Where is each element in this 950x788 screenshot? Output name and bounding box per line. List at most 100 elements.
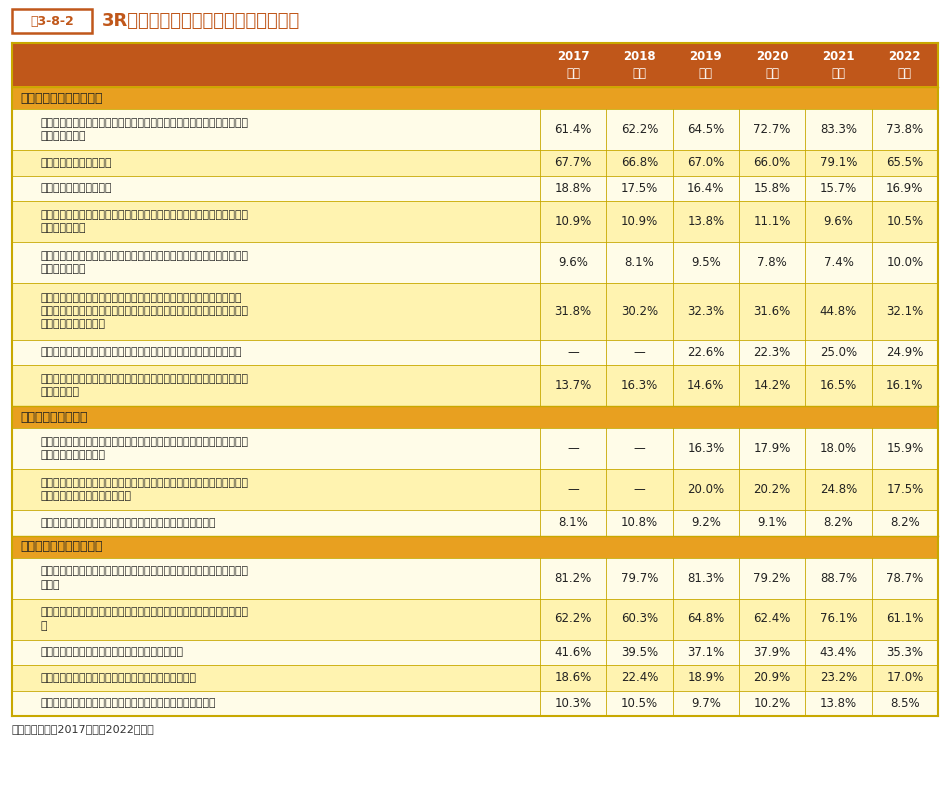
Text: 9.1%: 9.1%	[757, 516, 788, 530]
Text: 再生利用（リサイクル）: 再生利用（リサイクル）	[20, 540, 103, 553]
Text: —: —	[634, 346, 645, 359]
Text: 20.0%: 20.0%	[687, 483, 725, 496]
Text: 31.6%: 31.6%	[753, 305, 790, 318]
Text: 67.7%: 67.7%	[555, 156, 592, 169]
Text: 16.3%: 16.3%	[621, 379, 658, 392]
Bar	[12, 150, 938, 176]
Text: 簡易包装に取り組んでいたり、使い捨て食器類（割り箸等）を使用して
いない店を選ぶ: 簡易包装に取り組んでいたり、使い捨て食器類（割り箸等）を使用して いない店を選ぶ	[40, 251, 248, 274]
Text: 22.6%: 22.6%	[687, 346, 725, 359]
Text: 10.2%: 10.2%	[753, 697, 790, 710]
Text: 16.3%: 16.3%	[687, 442, 725, 455]
Text: 2021
年度: 2021 年度	[823, 50, 855, 80]
Text: 不用品を捨てるのではなく、中古品を扱う店やバザーやフリーマーケッ
トなどを活用して手放している: 不用品を捨てるのではなく、中古品を扱う店やバザーやフリーマーケッ トなどを活用し…	[40, 478, 248, 501]
Text: 10.9%: 10.9%	[555, 215, 592, 228]
Text: 60.3%: 60.3%	[621, 612, 658, 626]
Text: 24.8%: 24.8%	[820, 483, 857, 496]
Text: 64.8%: 64.8%	[687, 612, 725, 626]
Text: リサイクルしやすいように、資源ごみとして回収される瓶等は洗ってい
る: リサイクルしやすいように、資源ごみとして回収される瓶等は洗ってい る	[40, 608, 248, 630]
Text: 25.0%: 25.0%	[820, 346, 857, 359]
Text: —: —	[634, 483, 645, 496]
FancyBboxPatch shape	[12, 9, 92, 33]
Text: 資料：環境省（2017年度〜2022年度）: 資料：環境省（2017年度〜2022年度）	[12, 724, 155, 734]
Bar	[12, 176, 938, 201]
Text: 10.8%: 10.8%	[621, 516, 658, 530]
Text: 7.8%: 7.8%	[757, 256, 787, 269]
Text: 79.7%: 79.7%	[620, 571, 658, 585]
Text: 37.1%: 37.1%	[687, 645, 725, 659]
Text: 10.0%: 10.0%	[886, 256, 923, 269]
Text: 使い捨て製品を買わない: 使い捨て製品を買わない	[40, 184, 111, 193]
Text: 62.2%: 62.2%	[620, 123, 658, 136]
Text: 81.2%: 81.2%	[555, 571, 592, 585]
Text: 買い過ぎ、作り過ぎをせず、生ごみを少なくするなどの料理法（エコ
クッキング）の実践や消費期限切れ等の食品を出さないなど、食品を捨
てないようにしている: 買い過ぎ、作り過ぎをせず、生ごみを少なくするなどの料理法（エコ クッキング）の実…	[40, 293, 248, 329]
Bar	[12, 536, 938, 557]
Text: トレイや牛乳パック等の店頭回収に協力している: トレイや牛乳パック等の店頭回収に協力している	[40, 647, 183, 657]
Bar	[12, 43, 938, 87]
Text: 18.6%: 18.6%	[555, 671, 592, 684]
Text: 18.0%: 18.0%	[820, 442, 857, 455]
Text: 30.2%: 30.2%	[621, 305, 658, 318]
Text: 65.5%: 65.5%	[886, 156, 923, 169]
Text: 72.7%: 72.7%	[753, 123, 790, 136]
Text: —: —	[567, 483, 580, 496]
Text: 17.0%: 17.0%	[886, 671, 923, 684]
Text: 発生抑制（リデュース）: 発生抑制（リデュース）	[20, 91, 103, 105]
Text: 20.9%: 20.9%	[753, 671, 790, 684]
Text: 62.4%: 62.4%	[753, 612, 790, 626]
Text: 8.5%: 8.5%	[890, 697, 920, 710]
Bar	[12, 242, 938, 283]
Text: 7.4%: 7.4%	[824, 256, 853, 269]
Text: 13.8%: 13.8%	[820, 697, 857, 710]
Text: —: —	[567, 346, 580, 359]
Bar	[12, 87, 938, 109]
Bar	[12, 469, 938, 510]
Text: 8.1%: 8.1%	[625, 256, 655, 269]
Text: 14.6%: 14.6%	[687, 379, 725, 392]
Text: 無駄な製品をできるだけ買わないよう、レンタル・リースの製品を使う
ようにしている: 無駄な製品をできるだけ買わないよう、レンタル・リースの製品を使う ようにしている	[40, 210, 248, 233]
Text: 64.5%: 64.5%	[687, 123, 725, 136]
Text: 23.2%: 23.2%	[820, 671, 857, 684]
Bar	[12, 428, 938, 469]
Text: 73.8%: 73.8%	[886, 123, 923, 136]
Text: 44.8%: 44.8%	[820, 305, 857, 318]
Text: 67.0%: 67.0%	[687, 156, 725, 169]
Text: 17.9%: 17.9%	[753, 442, 790, 455]
Text: 2017
年度: 2017 年度	[557, 50, 589, 80]
Text: 2018
年度: 2018 年度	[623, 50, 656, 80]
Text: 13.8%: 13.8%	[687, 215, 725, 228]
Text: 携帯電話等の小型電子機器の店頭回収に協力している: 携帯電話等の小型電子機器の店頭回収に協力している	[40, 673, 196, 682]
Text: 16.4%: 16.4%	[687, 182, 725, 195]
Text: —: —	[567, 442, 580, 455]
Bar	[12, 640, 938, 665]
Text: 20.2%: 20.2%	[753, 483, 790, 496]
Text: 62.2%: 62.2%	[555, 612, 592, 626]
Text: 表3-8-2: 表3-8-2	[30, 14, 74, 28]
Text: 32.3%: 32.3%	[687, 305, 725, 318]
Text: 37.9%: 37.9%	[753, 645, 790, 659]
Text: 2022
年度: 2022 年度	[888, 50, 921, 80]
Bar	[12, 340, 938, 365]
Text: 32.1%: 32.1%	[886, 305, 923, 318]
Bar	[12, 510, 938, 536]
Bar	[12, 201, 938, 242]
Text: 不用品をインターネットオークション、フリマアプリなどインターネッ
トを介して売っている: 不用品をインターネットオークション、フリマアプリなどインターネッ トを介して売っ…	[40, 437, 248, 460]
Text: 81.3%: 81.3%	[687, 571, 725, 585]
Text: 詰め替え製品をよく使う: 詰め替え製品をよく使う	[40, 158, 111, 168]
Text: 9.7%: 9.7%	[691, 697, 721, 710]
Text: 79.2%: 79.2%	[753, 571, 790, 585]
Text: 88.7%: 88.7%	[820, 571, 857, 585]
Text: 83.3%: 83.3%	[820, 123, 857, 136]
Text: レジ袋をもらわないようにしたり（買い物袋を持参する）、簡易包装を
店に求めている: レジ袋をもらわないようにしたり（買い物袋を持参する）、簡易包装を 店に求めている	[40, 118, 248, 141]
Text: 17.5%: 17.5%	[886, 483, 923, 496]
Text: ペットボトル等の使い捨て型飲料容器や、使い捨て食器類を使わないよ
うにしている: ペットボトル等の使い捨て型飲料容器や、使い捨て食器類を使わないよ うにしている	[40, 374, 248, 397]
Text: 2020
年度: 2020 年度	[756, 50, 788, 80]
Text: 9.6%: 9.6%	[559, 256, 588, 269]
Bar	[12, 109, 938, 150]
Bar	[12, 557, 938, 599]
Text: 35.3%: 35.3%	[886, 645, 923, 659]
Text: 16.5%: 16.5%	[820, 379, 857, 392]
Text: 78.7%: 78.7%	[886, 571, 923, 585]
Text: 61.4%: 61.4%	[555, 123, 592, 136]
Text: 10.9%: 10.9%	[621, 215, 658, 228]
Text: ビールや牛乳の瓶など再使用可能な容器を使った製品を買う: ビールや牛乳の瓶など再使用可能な容器を使った製品を買う	[40, 518, 216, 528]
